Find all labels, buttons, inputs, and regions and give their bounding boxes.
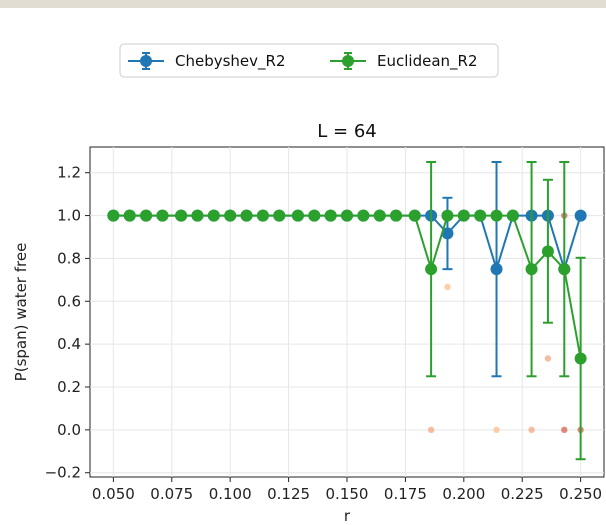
y-axis-ticks: −0.2 0.0 0.2 0.4 0.6 0.8 1.0 1.2 xyxy=(45,164,90,482)
y-tick-label: 1.0 xyxy=(57,207,81,225)
legend-marker xyxy=(140,55,152,67)
data-point xyxy=(390,209,403,222)
legend-label: Euclidean_R2 xyxy=(377,52,477,71)
chart-title: L = 64 xyxy=(317,121,376,142)
y-tick-label: 0.6 xyxy=(57,292,81,310)
data-point xyxy=(574,352,587,365)
data-point xyxy=(256,209,269,222)
data-point xyxy=(273,209,286,222)
x-tick-label: 0.200 xyxy=(442,485,485,503)
x-tick-label: 0.175 xyxy=(384,485,427,503)
legend-item: Chebyshev_R2 xyxy=(128,52,286,71)
legend-label: Chebyshev_R2 xyxy=(175,52,286,71)
data-point xyxy=(373,209,386,222)
top-divider-bar xyxy=(0,0,606,8)
overlay-point xyxy=(427,426,435,434)
x-tick-label: 0.100 xyxy=(209,485,252,503)
data-point xyxy=(441,227,454,240)
data-point xyxy=(107,209,120,222)
data-point xyxy=(357,209,370,222)
x-tick-label: 0.075 xyxy=(150,485,193,503)
x-tick-label: 0.150 xyxy=(326,485,369,503)
overlay-point xyxy=(544,355,552,362)
data-point xyxy=(574,209,587,222)
data-point xyxy=(525,263,538,276)
data-point xyxy=(425,263,438,276)
data-point xyxy=(506,209,519,222)
data-point xyxy=(191,209,204,222)
y-tick-label: 0.0 xyxy=(57,421,81,439)
y-tick-label: 0.4 xyxy=(57,335,81,353)
data-point xyxy=(474,209,487,222)
data-point xyxy=(140,209,153,222)
x-axis-label: r xyxy=(344,507,351,525)
y-tick-label: 1.2 xyxy=(57,164,81,182)
data-point xyxy=(408,209,421,222)
data-point xyxy=(175,209,188,222)
y-tick-label: −0.2 xyxy=(45,464,81,482)
series-layer xyxy=(107,161,587,461)
x-tick-label: 0.250 xyxy=(559,485,602,503)
data-point xyxy=(207,209,220,222)
data-point xyxy=(224,209,237,222)
y-tick-label: 0.8 xyxy=(57,249,81,267)
data-point xyxy=(156,209,169,222)
overlay-point xyxy=(444,283,451,291)
data-point xyxy=(240,209,253,222)
data-point xyxy=(291,209,304,222)
x-tick-label: 0.125 xyxy=(267,485,310,503)
legend-item: Euclidean_R2 xyxy=(330,52,477,71)
legend-marker xyxy=(342,55,354,67)
overlay-point xyxy=(493,426,500,434)
overlay-point xyxy=(528,426,535,434)
data-point xyxy=(123,209,136,222)
data-point xyxy=(457,209,470,222)
data-point xyxy=(490,263,503,276)
legend-box xyxy=(119,43,499,78)
x-axis-ticks: 0.050 0.075 0.100 0.125 0.150 0.175 0.200 0.225… xyxy=(92,477,602,503)
grid-lines xyxy=(90,147,604,477)
overlay-point xyxy=(561,426,568,434)
x-tick-label: 0.050 xyxy=(92,485,135,503)
data-point xyxy=(308,209,321,222)
data-point xyxy=(441,209,454,222)
y-tick-label: 0.2 xyxy=(57,378,81,396)
series-Euclidean_R2 xyxy=(107,161,587,461)
data-point xyxy=(324,209,337,222)
data-point xyxy=(558,263,571,276)
faint-scatter-overlay xyxy=(427,212,584,434)
legend: Chebyshev_R2 Euclidean_R2 xyxy=(119,43,499,78)
data-point xyxy=(341,209,353,222)
y-axis-label: P(span) water free xyxy=(12,243,30,382)
data-point xyxy=(490,209,503,222)
x-tick-label: 0.225 xyxy=(501,485,544,503)
data-point xyxy=(541,245,554,258)
